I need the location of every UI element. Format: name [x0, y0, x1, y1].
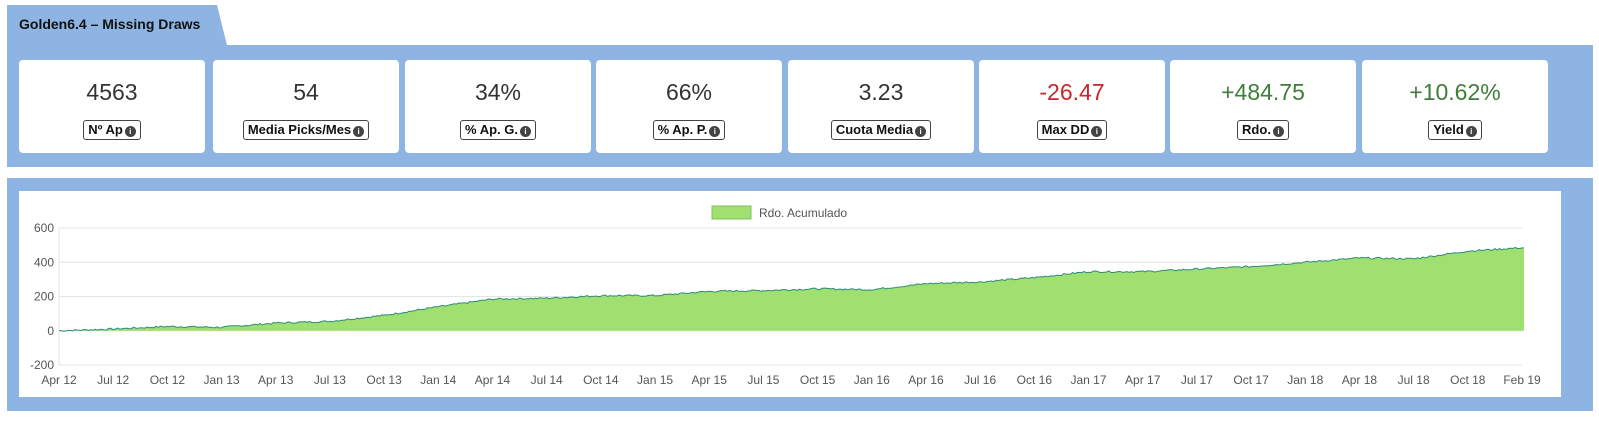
- stat-label-text: Yield: [1433, 122, 1464, 137]
- stat-label-button[interactable]: Media Picks/Mes i: [242, 120, 370, 140]
- stat-label-button[interactable]: % Ap. P. i: [652, 120, 726, 140]
- x-tick-label: Jul 15: [747, 373, 779, 387]
- x-tick-label: Jul 13: [314, 373, 346, 387]
- cumulative-result-chart: -200 0 200 400 600 Apr 12 Jul 12 Oct 12 Jan 13 A…: [30, 205, 1541, 387]
- x-tick-label: Jan 15: [637, 373, 673, 387]
- info-icon[interactable]: i: [1091, 126, 1103, 137]
- info-icon[interactable]: i: [124, 126, 136, 137]
- x-tick-label: Oct 18: [1450, 373, 1486, 387]
- chart-panel: -200 0 200 400 600 Apr 12 Jul 12 Oct 12 Jan 13 A…: [7, 178, 1593, 411]
- x-tick-label: Apr 18: [1342, 373, 1378, 387]
- y-tick-label: 600: [34, 221, 54, 235]
- legend-label[interactable]: Rdo. Acumulado: [759, 206, 847, 220]
- stat-value: -26.47: [1039, 79, 1105, 105]
- x-tick-label: Jul 18: [1398, 373, 1430, 387]
- stat-label-button[interactable]: Nº Ap i: [83, 120, 141, 140]
- stat-value: 34%: [474, 79, 522, 105]
- x-tick-label: Oct 12: [150, 373, 186, 387]
- stat-label-text: Rdo.: [1242, 122, 1271, 137]
- stat-value: +484.75: [1221, 79, 1305, 105]
- y-tick-label: 200: [34, 290, 54, 304]
- x-tick-label: Jan 18: [1287, 373, 1323, 387]
- stat-value: 4563: [86, 79, 138, 105]
- stat-label-text: Max DD: [1041, 122, 1090, 137]
- x-tick-label: Apr 13: [258, 373, 294, 387]
- stat-value: +10.62%: [1409, 79, 1501, 105]
- info-icon[interactable]: i: [519, 126, 531, 137]
- stat-label-text: % Ap. G.: [465, 122, 518, 137]
- legend-swatch[interactable]: [711, 205, 752, 220]
- stat-label-button[interactable]: Yield i: [1428, 120, 1482, 140]
- info-icon[interactable]: i: [709, 126, 721, 137]
- x-tick-label: Jan 17: [1071, 373, 1107, 387]
- stat-label-text: Cuota Media: [835, 122, 914, 137]
- x-tick-label: Apr 16: [908, 373, 944, 387]
- x-tick-label: Jul 16: [964, 373, 996, 387]
- x-tick-label: Jan 14: [420, 373, 456, 387]
- x-tick-label: Apr 14: [475, 373, 511, 387]
- section-title: Golden6.4 – Missing Draws: [19, 16, 201, 32]
- stat-value: 3.23: [858, 79, 904, 105]
- x-tick-label: Oct 17: [1233, 373, 1269, 387]
- stat-card-avg-odds: 3.23 Cuota Media i: [788, 60, 974, 153]
- stat-card-num-bets: 4563 Nº Ap i: [19, 60, 205, 153]
- stat-label-text: % Ap. P.: [657, 122, 708, 137]
- stat-label-text: Nº Ap: [88, 122, 123, 137]
- info-icon[interactable]: i: [1272, 126, 1284, 137]
- info-icon[interactable]: i: [1465, 126, 1477, 137]
- x-tick-label: Oct 16: [1017, 373, 1053, 387]
- stat-card-picks-month: 54 Media Picks/Mes i: [213, 60, 399, 153]
- stat-label-button[interactable]: Rdo. i: [1237, 120, 1289, 140]
- stat-card-max-dd: -26.47 Max DD i: [979, 60, 1165, 153]
- x-tick-label: Jul 14: [531, 373, 563, 387]
- x-tick-label: Jul 12: [97, 373, 129, 387]
- stat-label-button[interactable]: Cuota Media i: [830, 120, 932, 140]
- x-tick-label: Apr 12: [41, 373, 77, 387]
- x-tick-label: Apr 17: [1125, 373, 1161, 387]
- stat-label-button[interactable]: Max DD i: [1036, 120, 1108, 140]
- info-icon[interactable]: i: [353, 126, 365, 137]
- stats-panel: 4563 Nº Ap i 54 Media Picks/Mes i 34% % Ap…: [7, 45, 1593, 167]
- section-tab: [7, 5, 227, 45]
- x-tick-label: Jan 13: [204, 373, 240, 387]
- x-tick-label: Oct 13: [366, 373, 402, 387]
- x-tick-label: Apr 15: [692, 373, 728, 387]
- y-tick-label: -200: [30, 358, 54, 372]
- stat-card-loss-pct: 66% % Ap. P. i: [596, 60, 782, 153]
- stat-value: 54: [293, 79, 319, 105]
- info-icon[interactable]: i: [915, 126, 927, 137]
- x-tick-label: Jan 16: [854, 373, 890, 387]
- stat-card-yield: +10.62% Yield i: [1362, 60, 1548, 153]
- y-tick-label: 0: [47, 324, 54, 338]
- x-tick-label: Oct 14: [583, 373, 619, 387]
- stat-card-win-pct: 34% % Ap. G. i: [405, 60, 591, 153]
- area-series-line: [58, 246, 1525, 332]
- y-tick-label: 400: [34, 255, 54, 269]
- x-tick-label: Jul 17: [1181, 373, 1213, 387]
- chart-container: -200 0 200 400 600 Apr 12 Jul 12 Oct 12 Jan 13 A…: [19, 191, 1561, 397]
- stat-card-result: +484.75 Rdo. i: [1170, 60, 1356, 153]
- stat-value: 66%: [665, 79, 713, 105]
- stat-label-button[interactable]: % Ap. G. i: [460, 120, 536, 140]
- area-series-fill: [59, 247, 1524, 332]
- x-tick-label: Feb 19: [1503, 373, 1541, 387]
- x-tick-label: Oct 15: [800, 373, 836, 387]
- stat-label-text: Media Picks/Mes: [247, 122, 352, 137]
